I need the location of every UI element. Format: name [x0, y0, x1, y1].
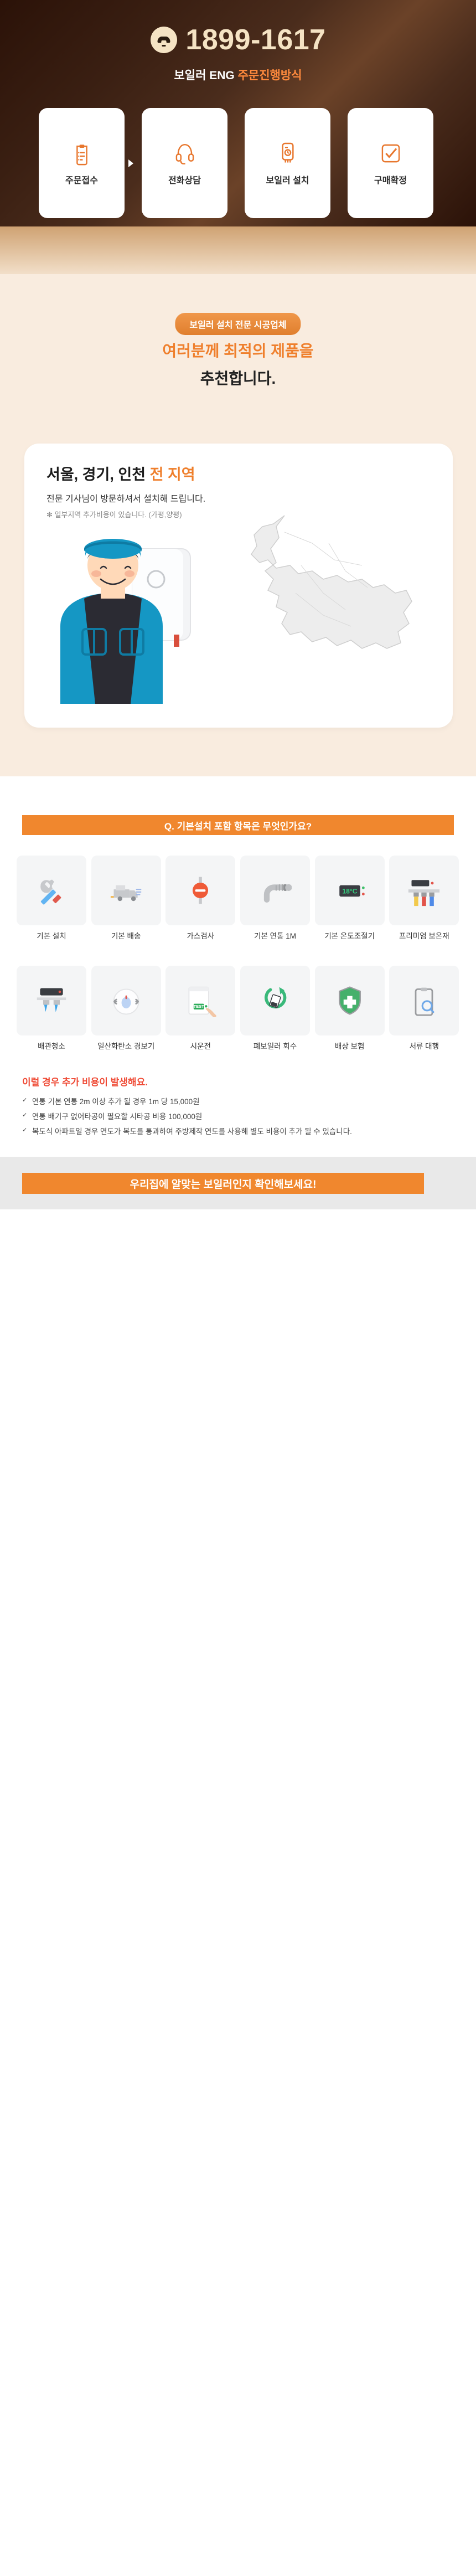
- svg-text:TEST: TEST: [194, 1004, 205, 1009]
- svg-text:18°C: 18°C: [342, 888, 357, 895]
